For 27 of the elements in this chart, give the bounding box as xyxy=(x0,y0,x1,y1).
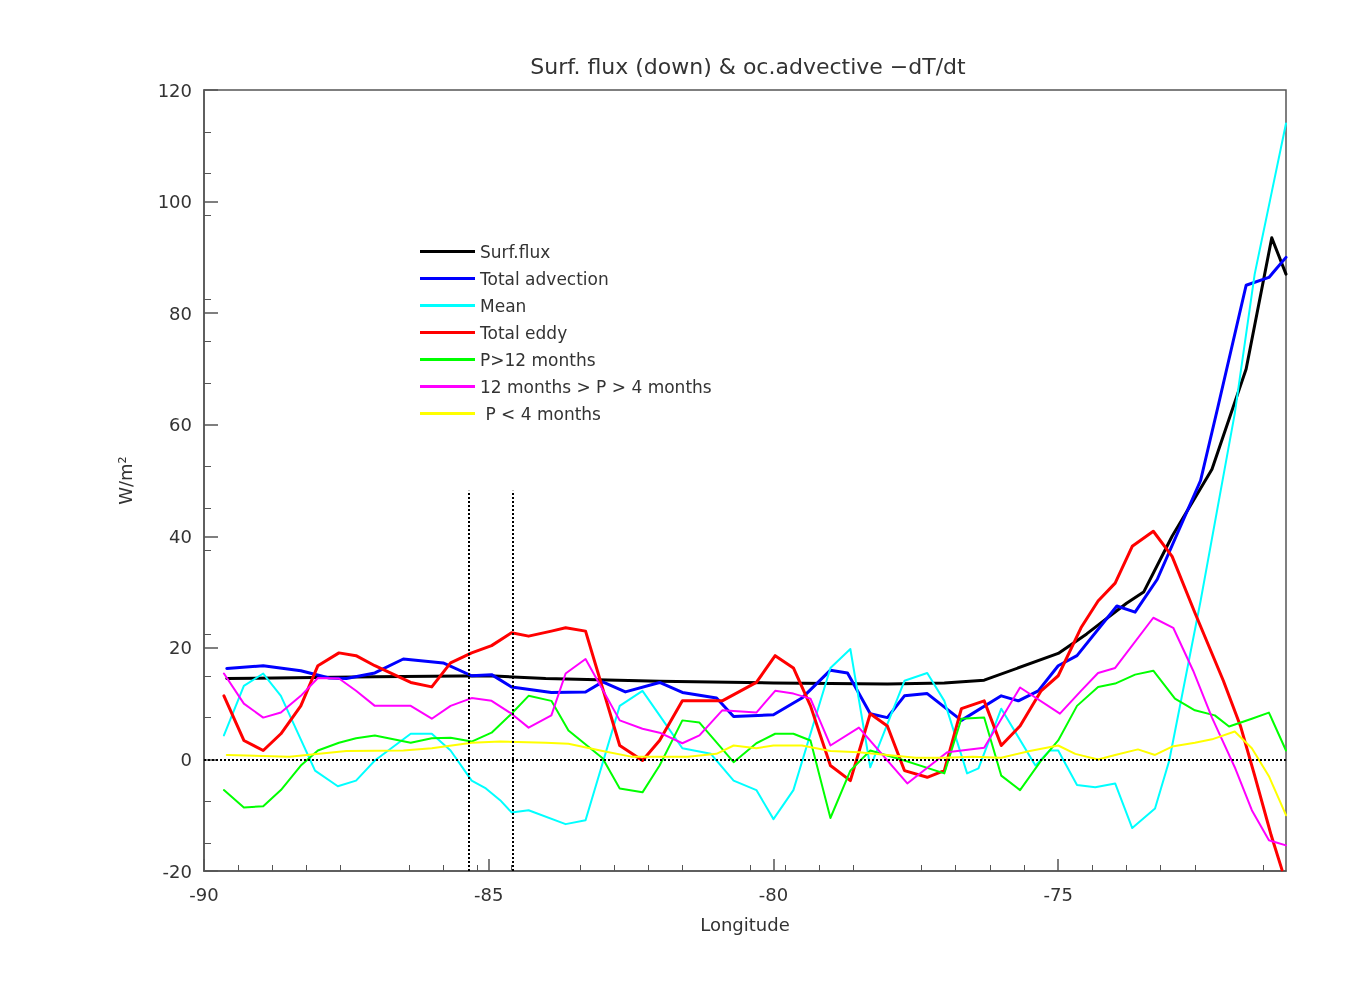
y-tick-label: 80 xyxy=(169,302,192,324)
y-tick-label: 60 xyxy=(169,414,192,436)
x-axis-title: Longitude xyxy=(700,913,790,935)
line-series xyxy=(225,730,1287,817)
y-tick-label: 40 xyxy=(169,525,192,547)
legend-label: Total eddy xyxy=(479,322,568,343)
line-series xyxy=(222,529,1284,872)
x-tick-label: -85 xyxy=(474,883,504,905)
y-tick-label: 20 xyxy=(169,637,192,659)
y-tick-label: 0 xyxy=(180,748,192,770)
line-series xyxy=(222,669,1287,819)
line-series xyxy=(222,616,1287,847)
y-tick-label: 120 xyxy=(157,79,192,101)
legend-label: 12 months > P > 4 months xyxy=(480,376,712,397)
chart-title: Surf. flux (down) & oc.advective −dT/dt xyxy=(530,53,967,79)
y-axis-title: W/m² xyxy=(114,456,136,505)
legend-label: P < 4 months xyxy=(480,403,602,424)
legend-label: P>12 months xyxy=(480,349,596,370)
y-tick-label: -20 xyxy=(162,860,192,882)
line-series xyxy=(222,122,1287,830)
y-tick-label: 100 xyxy=(157,191,192,213)
x-tick-label: -80 xyxy=(758,883,789,905)
legend-label: Mean xyxy=(480,295,527,316)
legend-label: Total advection xyxy=(479,268,609,289)
x-tick-label: -90 xyxy=(189,883,219,905)
legend-label: Surf.flux xyxy=(480,241,551,262)
x-tick-label: -75 xyxy=(1043,883,1073,905)
